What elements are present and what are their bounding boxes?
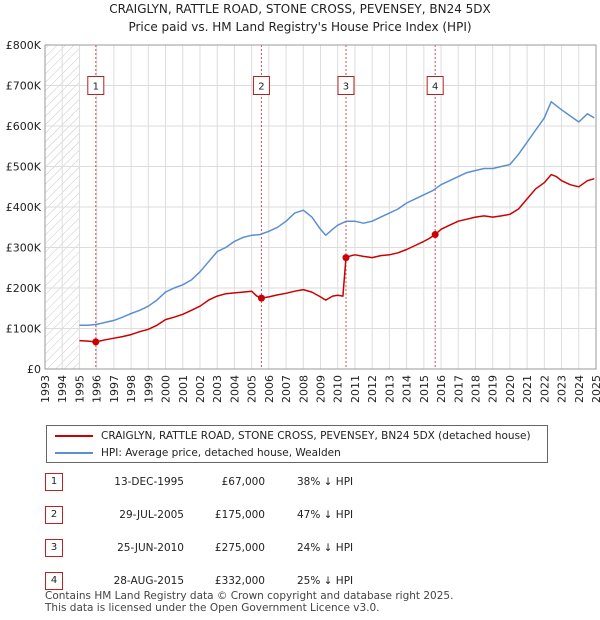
- chart-subtitle: Price paid vs. HM Land Registry's House …: [128, 20, 471, 34]
- sale-number-badge: 2: [45, 506, 63, 524]
- x-tick-label: 1995: [73, 375, 86, 403]
- footer: Contains HM Land Registry data © Crown c…: [45, 590, 453, 614]
- sale-row: 3 25-JUN-2010 £275,000 24% ↓ HPI: [45, 539, 565, 557]
- x-tick-label: 2012: [366, 375, 379, 403]
- sale-price: £332,000: [214, 575, 265, 587]
- x-tick-label: 2000: [160, 375, 173, 403]
- x-tick-label: 2006: [263, 375, 276, 403]
- x-tick-label: 2024: [573, 375, 586, 403]
- legend: CRAIGLYN, RATTLE ROAD, STONE CROSS, PEVE…: [46, 425, 548, 463]
- y-tick-label: £100K: [6, 323, 42, 336]
- plot-frame: [44, 44, 597, 370]
- y-tick-label: £0: [27, 363, 41, 376]
- x-tick-label: 1998: [125, 375, 138, 403]
- y-tick-label: £400K: [6, 201, 42, 214]
- sale-number-badge: 4: [45, 572, 63, 590]
- legend-item-hpi: HPI: Average price, detached house, Weal…: [55, 445, 341, 461]
- sale-point: [92, 338, 100, 346]
- grid: [44, 44, 597, 370]
- price-chart: CRAIGLYN, RATTLE ROAD, STONE CROSS, PEVE…: [6, 2, 600, 403]
- y-tick-label: £600K: [6, 120, 42, 133]
- sale-point: [431, 231, 439, 239]
- y-tick-label: £500K: [6, 161, 42, 174]
- sale-row: 1 13-DEC-1995 £67,000 38% ↓ HPI: [45, 473, 565, 491]
- x-tick-label: 2019: [487, 375, 500, 403]
- sale-hpi-diff: 47% ↓ HPI: [297, 509, 354, 521]
- y-tick-label: £300K: [6, 242, 42, 255]
- hpi-line-swatch: [55, 452, 93, 454]
- sale-date: 28-AUG-2015: [113, 575, 184, 587]
- x-tick-label: 2001: [177, 375, 190, 403]
- y-tick-label: £200K: [6, 282, 42, 295]
- sale-point: [257, 294, 265, 302]
- sale-marker-label: 4: [432, 82, 438, 93]
- sale-marker-label: 1: [93, 82, 99, 93]
- x-tick-label: 1994: [56, 375, 69, 403]
- sale-point: [342, 254, 350, 262]
- x-tick-label: 2021: [521, 375, 534, 403]
- x-tick-label: 1999: [142, 375, 155, 403]
- sale-marker-box: [252, 76, 270, 95]
- legend-item-property: CRAIGLYN, RATTLE ROAD, STONE CROSS, PEVE…: [55, 428, 531, 444]
- sale-hpi-diff: 25% ↓ HPI: [297, 575, 354, 587]
- sale-date: 25-JUN-2010: [117, 542, 184, 554]
- sale-marker-box: [426, 76, 444, 95]
- x-tick-label: 1996: [91, 375, 104, 403]
- x-tick-label: 2008: [297, 375, 310, 403]
- x-tick-label: 2020: [504, 375, 517, 403]
- sale-marker-box: [87, 76, 105, 95]
- sale-marker-boxes: 1 2 3 4: [87, 76, 444, 95]
- x-tick-label: 2023: [556, 375, 569, 403]
- y-axis-labels: £0 £100K £200K £300K £400K £500K £600K £700K £80…: [6, 39, 42, 376]
- sale-date: 29-JUL-2005: [119, 509, 184, 521]
- footer-copyright: Contains HM Land Registry data © Crown c…: [45, 590, 454, 602]
- y-tick-label: £700K: [6, 80, 42, 93]
- x-axis-labels: 1993 1994 1995 1996 1997 1998 1999 2000 2001 2002…: [39, 375, 600, 403]
- x-tick-label: 2014: [401, 375, 414, 403]
- x-tick-label: 2011: [349, 375, 362, 403]
- sale-price: £275,000: [214, 542, 265, 554]
- y-tick-label: £800K: [6, 39, 42, 52]
- x-tick-label: 2009: [315, 375, 328, 403]
- x-tick-label: 1993: [39, 375, 52, 403]
- x-tick-label: 1997: [108, 375, 121, 403]
- property-line-swatch: [55, 435, 93, 437]
- series-line: [79, 173, 595, 343]
- sale-marker-lines: [95, 45, 436, 369]
- x-tick-label: 2022: [538, 375, 551, 403]
- x-tick-label: 2005: [246, 375, 259, 403]
- sale-marker-box: [337, 76, 355, 95]
- sale-points: [92, 231, 439, 346]
- sale-row: 2 29-JUL-2005 £175,000 47% ↓ HPI: [45, 506, 565, 524]
- chart-title: CRAIGLYN, RATTLE ROAD, STONE CROSS, PEVE…: [109, 2, 491, 16]
- sale-marker-label: 3: [343, 82, 349, 93]
- series-line: [79, 100, 595, 327]
- sale-hpi-diff: 24% ↓ HPI: [297, 542, 354, 554]
- x-tick-label: 2025: [590, 375, 600, 403]
- x-tick-label: 2013: [383, 375, 396, 403]
- x-tick-label: 2015: [418, 375, 431, 403]
- x-tick-label: 2003: [211, 375, 224, 403]
- sale-hpi-diff: 38% ↓ HPI: [297, 476, 354, 488]
- sale-price: £175,000: [214, 509, 265, 521]
- x-tick-label: 2010: [332, 375, 345, 403]
- footer-licence: This data is licensed under the Open Gov…: [45, 602, 380, 614]
- sale-number-badge: 1: [45, 473, 63, 491]
- legend-property-label: CRAIGLYN, RATTLE ROAD, STONE CROSS, PEVE…: [101, 430, 531, 442]
- x-tick-label: 2018: [469, 375, 482, 403]
- x-tick-label: 2004: [228, 375, 241, 403]
- sale-price: £67,000: [221, 476, 265, 488]
- sale-number-badge: 3: [45, 539, 63, 557]
- x-tick-label: 2007: [280, 375, 293, 403]
- legend-hpi-label: HPI: Average price, detached house, Weal…: [101, 447, 341, 459]
- sale-date: 13-DEC-1995: [114, 476, 184, 488]
- series: [79, 100, 595, 343]
- sale-marker-label: 2: [258, 82, 264, 93]
- x-tick-label: 2002: [194, 375, 207, 403]
- x-tick-label: 2017: [452, 375, 465, 403]
- x-tick-label: 2016: [435, 375, 448, 403]
- sale-row: 4 28-AUG-2015 £332,000 25% ↓ HPI: [45, 572, 565, 590]
